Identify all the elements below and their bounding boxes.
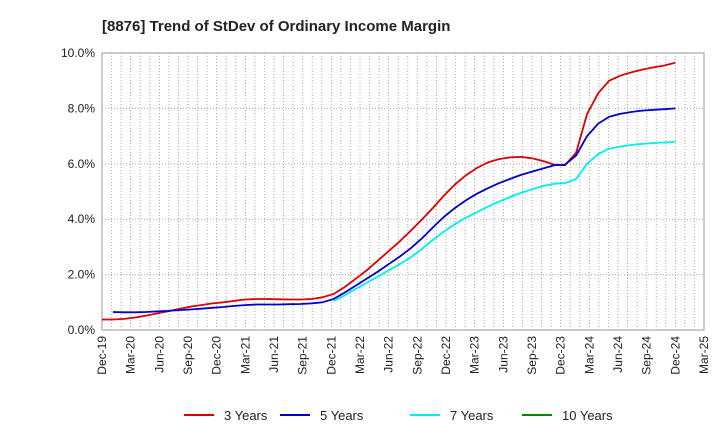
y-tick-label: 8.0%	[68, 101, 96, 115]
grid	[102, 53, 704, 330]
legend-label: 7 Years	[450, 408, 494, 423]
plot-area	[101, 52, 705, 331]
x-tick-label: Mar-23	[468, 336, 482, 374]
x-tick-label: Mar-22	[353, 336, 367, 374]
x-tick-label: Dec-23	[554, 336, 568, 375]
x-tick-label: Dec-21	[324, 336, 338, 375]
x-tick-label: Mar-25	[697, 336, 711, 374]
legend-label: 10 Years	[562, 408, 613, 423]
x-tick-label: Jun-23	[496, 336, 510, 373]
series-line-3-years	[102, 61, 676, 321]
y-tick-label: 6.0%	[68, 157, 96, 171]
x-tick-label: Dec-24	[668, 336, 682, 375]
y-tick-label: 4.0%	[68, 212, 96, 226]
x-tick-label: Mar-20	[124, 336, 138, 374]
y-tick-label: 2.0%	[68, 268, 96, 282]
legend: 3 Years 5 Years 7 Years 10 Years	[184, 408, 613, 423]
x-tick-label: Jun-21	[267, 336, 281, 373]
x-tick-label: Jun-20	[152, 336, 166, 373]
chart-title: [8876] Trend of StDev of Ordinary Income…	[102, 18, 450, 35]
x-tick-label: Sep-22	[410, 336, 424, 375]
series-lines	[102, 61, 676, 321]
x-tick-label: Dec-22	[439, 336, 453, 375]
x-tick-label: Jun-24	[611, 336, 625, 373]
x-tick-label: Sep-21	[296, 336, 310, 375]
y-tick-label: 10.0%	[61, 46, 95, 60]
x-tick-label: Mar-21	[238, 336, 252, 374]
x-tick-label: Sep-20	[181, 336, 195, 375]
x-tick-label: Dec-19	[95, 336, 109, 375]
x-tick-label: Jun-22	[382, 336, 396, 373]
legend-label: 5 Years	[320, 408, 364, 423]
series-line-7-years	[333, 140, 676, 302]
x-tick-label: Mar-24	[582, 336, 596, 374]
x-tick-label: Sep-24	[640, 336, 654, 375]
y-axis-ticks: 0.0% 2.0% 4.0% 6.0% 8.0% 10.0%	[61, 46, 95, 337]
x-tick-label: Dec-20	[210, 336, 224, 375]
series-line-5-years	[112, 107, 676, 314]
x-axis-ticks: Dec-19 Mar-20 Jun-20 Sep-20 Dec-20 Mar-21 Jun-…	[95, 336, 711, 375]
x-tick-label: Sep-23	[525, 336, 539, 375]
y-tick-label: 0.0%	[68, 323, 96, 337]
legend-label: 3 Years	[224, 408, 268, 423]
